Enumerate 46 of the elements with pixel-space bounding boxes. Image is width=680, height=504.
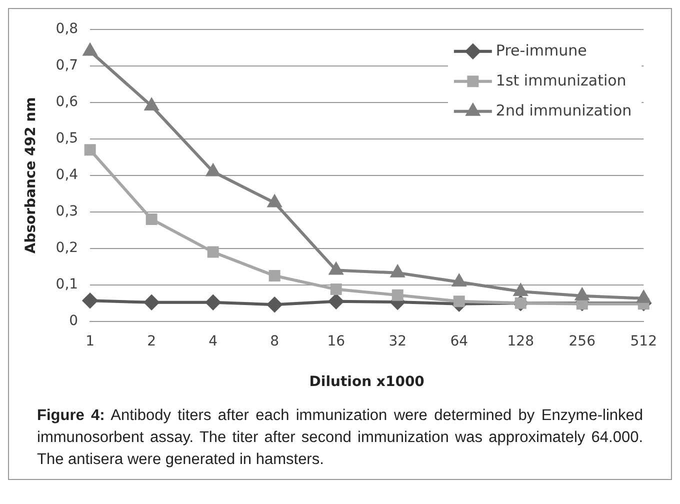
- y-tick-label: 0,3: [56, 204, 78, 220]
- point: [84, 144, 96, 156]
- point: [390, 265, 404, 278]
- x-tick-label: 128: [507, 333, 534, 350]
- point: [206, 294, 221, 310]
- y-axis-title: Absorbance 492 nm: [23, 97, 40, 254]
- x-tick-label: 32: [388, 333, 407, 350]
- caption: Figure 4: Antibody titers after each immunization were determined by Enzyme-linked immunosorbent assay. The titer after second immunization was approximately 64.000. The antisera were generated in hamsters.: [37, 407, 644, 468]
- x-tick-label: 4: [208, 333, 218, 350]
- point: [144, 294, 160, 310]
- x-tick-label: 2: [147, 333, 156, 350]
- y-tick-label: 0,5: [56, 130, 78, 147]
- y-tick-label: 0,8: [56, 21, 78, 38]
- point: [267, 297, 282, 312]
- point: [514, 284, 528, 296]
- point: [144, 98, 158, 111]
- x-tick-label: 1: [86, 333, 95, 350]
- point: [392, 289, 404, 301]
- point: [636, 290, 650, 303]
- x-tick-label: 16: [327, 333, 346, 350]
- y-tick-label: 0,6: [56, 94, 78, 110]
- x-tick-label: 8: [270, 333, 280, 350]
- x-tick-label: 256: [568, 333, 596, 350]
- legend-label: 1st immunization: [496, 71, 626, 90]
- point: [206, 164, 220, 176]
- point: [268, 195, 282, 208]
- point: [268, 270, 280, 282]
- x-tick-label: 512: [630, 333, 658, 350]
- point: [83, 44, 97, 56]
- y-tick-label: 0,1: [56, 276, 78, 293]
- point: [207, 246, 219, 258]
- point: [575, 288, 589, 300]
- point: [330, 284, 342, 296]
- y-tick-label: 0,2: [56, 240, 78, 256]
- y-tick-label: 0,4: [56, 167, 78, 184]
- point: [452, 274, 466, 286]
- legend-label: 2nd immunization: [496, 101, 632, 120]
- y-tick-label: 0,7: [56, 58, 78, 74]
- point: [82, 293, 98, 308]
- legend-label: Pre-immune: [496, 41, 587, 60]
- x-axis-title: Dilution x1000: [309, 374, 425, 390]
- y-tick-label: 0: [69, 313, 78, 330]
- point: [146, 213, 158, 225]
- point: [328, 294, 344, 309]
- x-tick-label: 64: [450, 333, 468, 350]
- point: [329, 262, 343, 275]
